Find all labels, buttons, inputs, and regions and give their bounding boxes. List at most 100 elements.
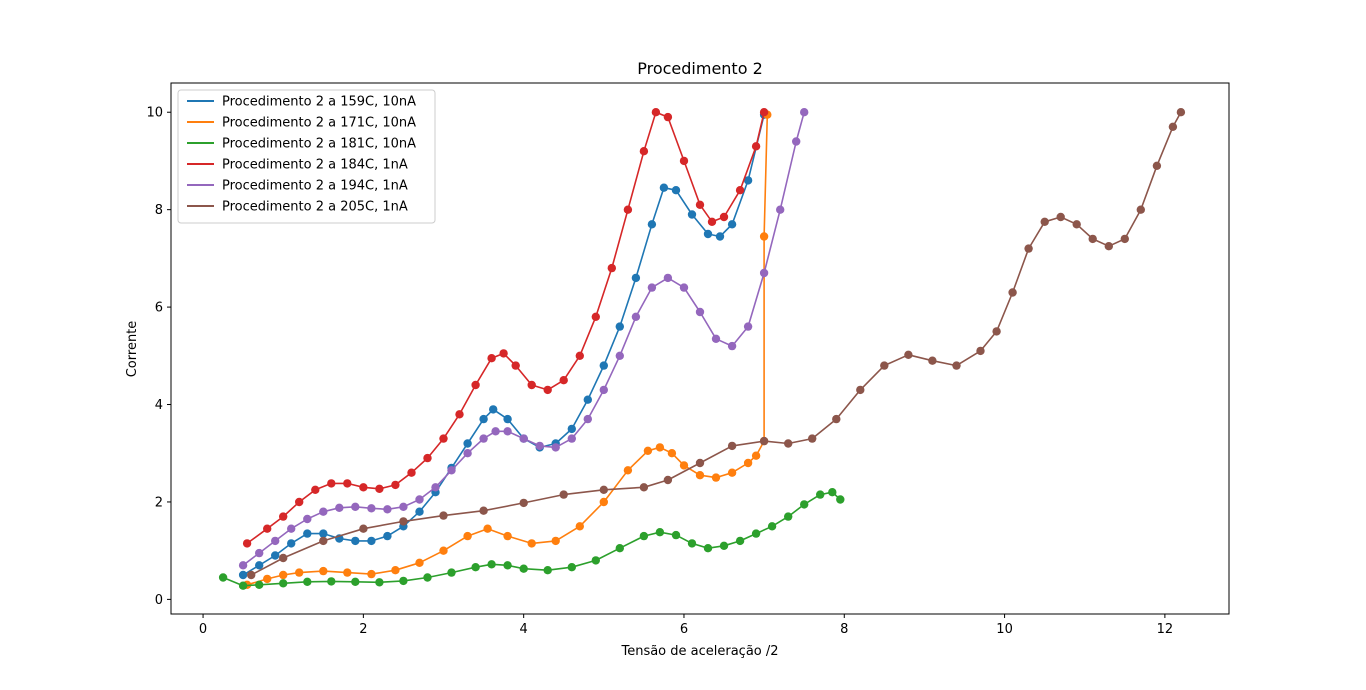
series-2-point	[483, 524, 492, 533]
x-tick-label: 0	[199, 622, 207, 637]
series-6-point	[832, 414, 841, 424]
series-5-point	[463, 449, 472, 458]
series-6-point	[599, 485, 608, 494]
series-1-point	[503, 414, 512, 424]
series-3-point	[238, 581, 248, 590]
series-5-point	[679, 283, 689, 292]
series-5-point	[727, 341, 737, 351]
series-6-point	[856, 385, 865, 395]
series-2-point	[575, 522, 584, 531]
series-3-point	[800, 500, 809, 509]
series-1-point	[659, 183, 669, 192]
series-5-point	[551, 443, 560, 452]
series-5-point	[695, 307, 705, 317]
legend-entry: Procedimento 2 a 184C, 1nA	[222, 158, 408, 173]
series-1-point	[238, 570, 248, 580]
series-4-point	[679, 156, 689, 166]
series-6-point	[1040, 217, 1049, 226]
series-6-point	[727, 441, 737, 451]
legend-entry: Procedimento 2 a 181C, 10nA	[222, 137, 416, 152]
series-1-point	[287, 539, 296, 548]
series-3-point	[836, 495, 845, 504]
x-tick-label: 12	[1157, 622, 1174, 637]
series-4-point	[719, 212, 729, 222]
series-4-point	[499, 349, 508, 358]
series-2-point	[667, 449, 677, 458]
series-6-point	[1056, 212, 1065, 222]
x-tick-label: 6	[680, 622, 688, 637]
series-4-point	[623, 205, 633, 214]
x-axis-label: Tensão de aceleração /2	[620, 644, 778, 659]
series-6-point	[1008, 288, 1017, 297]
series-1-point	[489, 405, 498, 414]
series-3-point	[327, 577, 336, 586]
series-5-point	[743, 322, 753, 331]
series-6-point	[808, 434, 817, 443]
axis-ticks: 0 2 4 6 8 10 12 0 2 4 6 8 10	[146, 106, 1173, 637]
series-1-point	[415, 507, 424, 516]
series-5-point	[335, 503, 344, 512]
series-6-point	[1104, 242, 1114, 251]
y-tick-label: 4	[155, 398, 163, 413]
series-3-point	[639, 531, 649, 541]
series-6-point	[1136, 205, 1146, 214]
series-5-point	[776, 205, 785, 214]
chart-title: Procedimento 2	[637, 59, 763, 78]
series-5-point	[615, 351, 624, 360]
series-5-point	[519, 434, 528, 443]
series-6-point	[247, 570, 256, 580]
series-5-point	[271, 536, 280, 546]
series-1-point	[703, 229, 713, 239]
series-4-point	[663, 112, 673, 122]
series-5-point	[792, 137, 801, 146]
series-3-point	[503, 561, 512, 570]
series-4-point	[311, 485, 320, 494]
series-1-point	[631, 273, 641, 283]
series-5-point	[431, 483, 440, 492]
legend-box	[177, 89, 436, 224]
series-3-point	[423, 573, 432, 582]
series-6-point	[1176, 108, 1186, 117]
series-4-point	[527, 380, 536, 390]
series-3-point	[279, 579, 288, 588]
series-4-point	[759, 108, 769, 117]
series-1-point	[727, 220, 737, 229]
legend-entry: Procedimento 2 a 194C, 1nA	[222, 179, 408, 194]
series-2-point	[343, 568, 352, 577]
series-6-point	[639, 483, 649, 492]
series-4-point	[242, 539, 252, 548]
x-tick-label: 2	[359, 622, 367, 637]
series-1-point	[583, 395, 592, 404]
series-2-point	[711, 473, 721, 482]
series-3-point	[218, 573, 228, 582]
series-3-point	[828, 488, 837, 497]
series-4-point	[651, 108, 661, 117]
series-4-point	[295, 497, 304, 507]
series-6-point	[1168, 122, 1178, 131]
series-2-point	[727, 468, 737, 477]
series-4-point	[543, 385, 552, 395]
series-5-point	[567, 434, 576, 443]
series-4-point	[327, 479, 336, 488]
series-4-point	[695, 200, 705, 209]
series-3-point	[399, 576, 408, 586]
series-1-point	[479, 414, 488, 424]
series-3-point	[687, 539, 697, 548]
y-tick-label: 8	[155, 203, 163, 218]
series-6-point	[928, 356, 937, 365]
series-1-point	[303, 529, 312, 538]
series-4-point	[407, 468, 416, 477]
series-6-point	[992, 327, 1001, 336]
series-1-point	[383, 531, 392, 541]
series-3-point	[751, 529, 761, 538]
legend-entry: Procedimento 2 a 205C, 1nA	[222, 200, 408, 215]
series-1-point	[567, 424, 576, 434]
series-4-point	[751, 142, 761, 151]
series-3-point	[303, 577, 312, 586]
series-2-point	[391, 566, 400, 575]
series-4-point	[439, 434, 448, 443]
series-2-point	[679, 461, 689, 470]
series-3-point	[351, 577, 360, 586]
series-3-point	[567, 563, 576, 572]
series-1-point	[271, 551, 280, 560]
